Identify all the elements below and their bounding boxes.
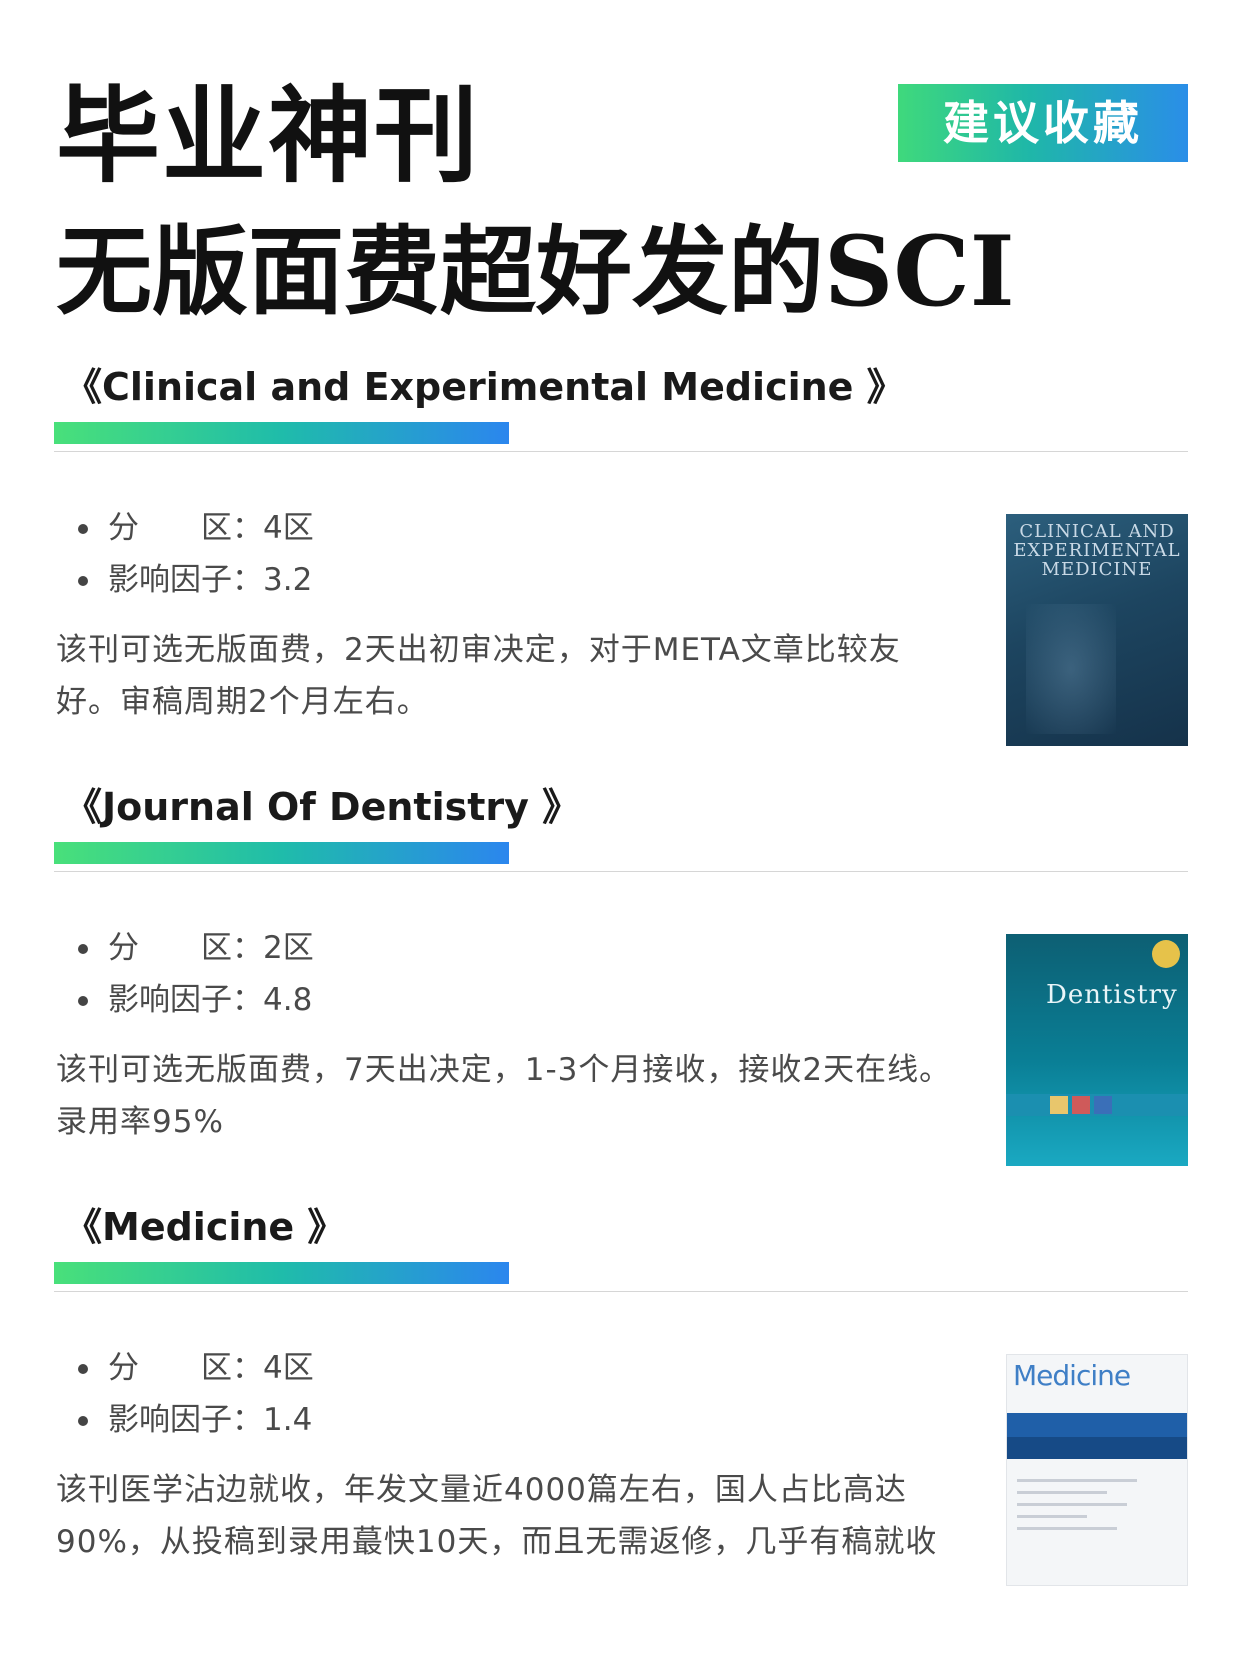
zone-item: 分 区：4区: [76, 1342, 314, 1394]
journal-cover-image: Medicine: [1006, 1354, 1188, 1586]
journal-cover-image: Dentistry: [1006, 934, 1188, 1166]
divider: [54, 871, 1188, 872]
cover-text-line: [1017, 1479, 1137, 1482]
cover-thumb: [1050, 1096, 1068, 1114]
cover-text-line: [1017, 1527, 1117, 1530]
cover-title: Dentistry: [1046, 980, 1178, 1010]
title-gradient-bar: [54, 842, 509, 864]
zone-value: 4区: [263, 510, 314, 546]
journal-stats: 分 区：4区 影响因子：3.2: [76, 502, 314, 606]
bookmark-badge: 建议收藏: [898, 84, 1188, 162]
impact-factor-item: 影响因子：3.2: [76, 554, 314, 606]
zone-item: 分 区：4区: [76, 502, 314, 554]
journal-description: 该刊医学沾边就收，年发文量近4000篇左右，国人占比高达90%，从投稿到录用蕞快…: [56, 1472, 938, 1560]
journal-cover-image: CLINICAL AND EXPERIMENTAL MEDICINE: [1006, 514, 1188, 746]
cover-text-line: [1017, 1491, 1107, 1494]
cover-thumb: [1094, 1096, 1112, 1114]
cover-text-line: [1017, 1515, 1087, 1518]
journal-description: 该刊可选无版面费，7天出决定，1-3个月接收，接收2天在线。录用率95%: [56, 1052, 952, 1140]
cover-band-dark: [1007, 1437, 1187, 1459]
journal-title: 《Medicine 》: [64, 1205, 346, 1249]
zone-value: 2区: [263, 930, 314, 966]
title-gradient-bar: [54, 422, 509, 444]
journal-stats: 分 区：4区 影响因子：1.4: [76, 1342, 314, 1446]
impact-factor-item: 影响因子：4.8: [76, 974, 314, 1026]
divider: [54, 451, 1188, 452]
impact-factor-value: 3.2: [263, 562, 313, 598]
cover-title: CLINICAL AND EXPERIMENTAL MEDICINE: [1013, 521, 1181, 580]
zone-value: 4区: [263, 1350, 314, 1386]
cover-thumb: [1072, 1096, 1090, 1114]
cover-seal-icon: [1152, 940, 1180, 968]
cover-shade: [1026, 604, 1116, 734]
zone-item: 分 区：2区: [76, 922, 314, 974]
cover-text-line: [1017, 1503, 1127, 1506]
journal-description: 该刊可选无版面费，2天出初审决定，对于META文章比较友好。审稿周期2个月左右。: [56, 632, 901, 720]
page-title-line2: 无版面费超好发的SCI: [56, 215, 1015, 328]
cover-title: Medicine: [1013, 1359, 1131, 1392]
impact-factor-value: 4.8: [263, 982, 313, 1018]
journal-stats: 分 区：2区 影响因子：4.8: [76, 922, 314, 1026]
impact-factor-label: 影响因子：: [108, 982, 263, 1018]
title-gradient-bar: [54, 1262, 509, 1284]
zone-label: 分 区：: [108, 930, 263, 966]
page-title-line1: 毕业神刊: [56, 74, 481, 197]
impact-factor-value: 1.4: [263, 1402, 313, 1438]
journal-title: 《Journal Of Dentistry 》: [64, 785, 581, 829]
zone-label: 分 区：: [108, 1350, 263, 1386]
impact-factor-item: 影响因子：1.4: [76, 1394, 314, 1446]
impact-factor-label: 影响因子：: [108, 562, 263, 598]
divider: [54, 1291, 1188, 1292]
impact-factor-label: 影响因子：: [108, 1402, 263, 1438]
journal-title: 《Clinical and Experimental Medicine 》: [64, 365, 905, 409]
zone-label: 分 区：: [108, 510, 263, 546]
